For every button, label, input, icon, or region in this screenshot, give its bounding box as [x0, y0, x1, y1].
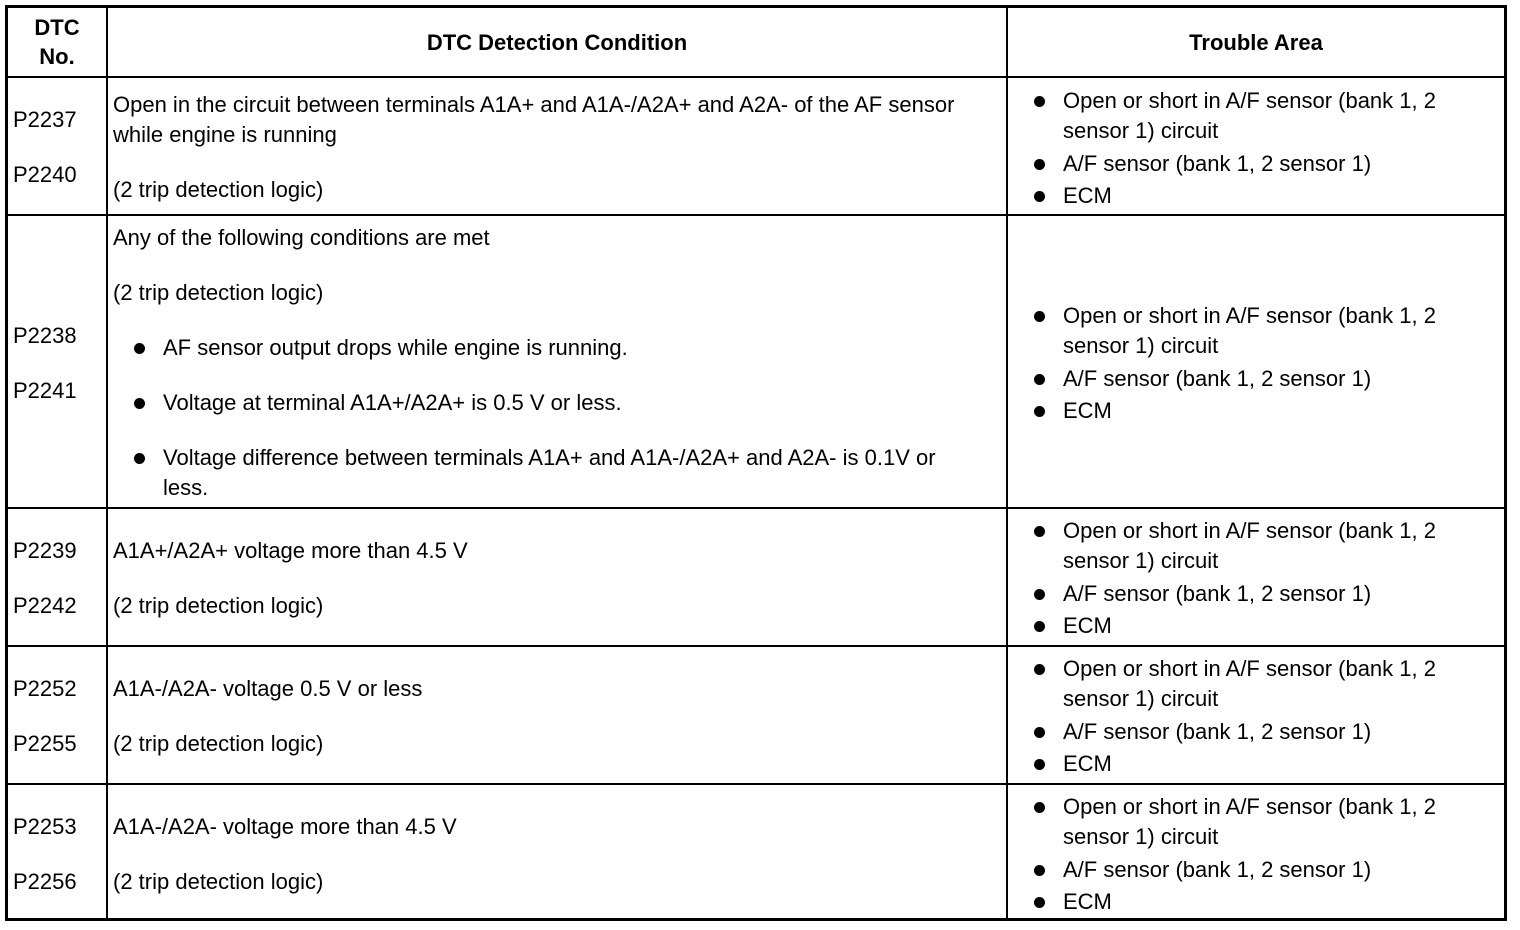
header-trouble-area: Trouble Area: [1189, 30, 1323, 55]
dtc-code: P2239: [13, 538, 77, 563]
condition-text: (2 trip detection logic): [113, 177, 324, 202]
condition-text: (2 trip detection logic): [113, 731, 324, 756]
dtc-code: P2255: [13, 731, 77, 756]
dtc-code: P2242: [13, 593, 77, 618]
trouble-item: ECM: [1034, 749, 1503, 779]
trouble-area-list: Open or short in A/F sensor (bank 1, 2 s…: [1034, 654, 1503, 782]
row-divider: [5, 783, 1507, 785]
header-condition: DTC Detection Condition: [426, 30, 688, 55]
row-divider: [5, 214, 1507, 216]
dtc-code: P2252: [13, 676, 77, 701]
dtc-code: P2241: [13, 378, 77, 403]
condition-bullet: Voltage at terminal A1A+/A2A+ is 0.5 V o…: [134, 388, 983, 418]
trouble-item: Open or short in A/F sensor (bank 1, 2 s…: [1034, 301, 1503, 361]
trouble-item: A/F sensor (bank 1, 2 sensor 1): [1034, 855, 1503, 885]
trouble-item: Open or short in A/F sensor (bank 1, 2 s…: [1034, 654, 1503, 714]
condition-text: A1A-/A2A- voltage more than 4.5 V: [113, 814, 457, 839]
trouble-area-list: Open or short in A/F sensor (bank 1, 2 s…: [1034, 301, 1503, 429]
trouble-item: A/F sensor (bank 1, 2 sensor 1): [1034, 364, 1503, 394]
row-divider: [5, 76, 1507, 78]
condition-text: (2 trip detection logic): [113, 593, 324, 618]
trouble-area-list: Open or short in A/F sensor (bank 1, 2 s…: [1034, 516, 1503, 644]
trouble-item: ECM: [1034, 887, 1503, 917]
row-divider: [5, 645, 1507, 647]
condition-text: (2 trip detection logic): [113, 869, 324, 894]
trouble-item: Open or short in A/F sensor (bank 1, 2 s…: [1034, 86, 1503, 146]
condition-bullet: AF sensor output drops while engine is r…: [134, 333, 983, 363]
dtc-code: P2256: [13, 869, 77, 894]
trouble-item: A/F sensor (bank 1, 2 sensor 1): [1034, 717, 1503, 747]
trouble-item: ECM: [1034, 611, 1503, 641]
condition-text: A1A-/A2A- voltage 0.5 V or less: [113, 676, 423, 701]
trouble-area-list: Open or short in A/F sensor (bank 1, 2 s…: [1034, 792, 1503, 920]
trouble-item: Open or short in A/F sensor (bank 1, 2 s…: [1034, 516, 1503, 576]
dtc-table: [5, 5, 1507, 921]
trouble-item: ECM: [1034, 181, 1503, 211]
trouble-item: A/F sensor (bank 1, 2 sensor 1): [1034, 149, 1503, 179]
header-dtc-line1: DTC: [34, 15, 80, 40]
trouble-item: ECM: [1034, 396, 1503, 426]
dtc-code: P2253: [13, 814, 77, 839]
dtc-code: P2240: [13, 162, 77, 187]
dtc-code: P2238: [13, 323, 77, 348]
trouble-item: Open or short in A/F sensor (bank 1, 2 s…: [1034, 792, 1503, 852]
trouble-item: A/F sensor (bank 1, 2 sensor 1): [1034, 579, 1503, 609]
condition-text: Open in the circuit between terminals A1…: [113, 92, 955, 147]
header-dtc-line2: No.: [39, 44, 75, 69]
dtc-code: P2237: [13, 107, 77, 132]
condition-text: (2 trip detection logic): [113, 280, 324, 305]
trouble-area-list: Open or short in A/F sensor (bank 1, 2 s…: [1034, 86, 1503, 214]
condition-text: Any of the following conditions are met: [113, 225, 490, 250]
condition-text: A1A+/A2A+ voltage more than 4.5 V: [113, 538, 468, 563]
column-divider: [106, 5, 108, 921]
row-divider: [5, 507, 1507, 509]
header-dtc-no: DTC No.: [8, 13, 106, 71]
condition-bullet: Voltage difference between terminals A1A…: [134, 443, 983, 503]
column-divider: [1006, 5, 1008, 921]
